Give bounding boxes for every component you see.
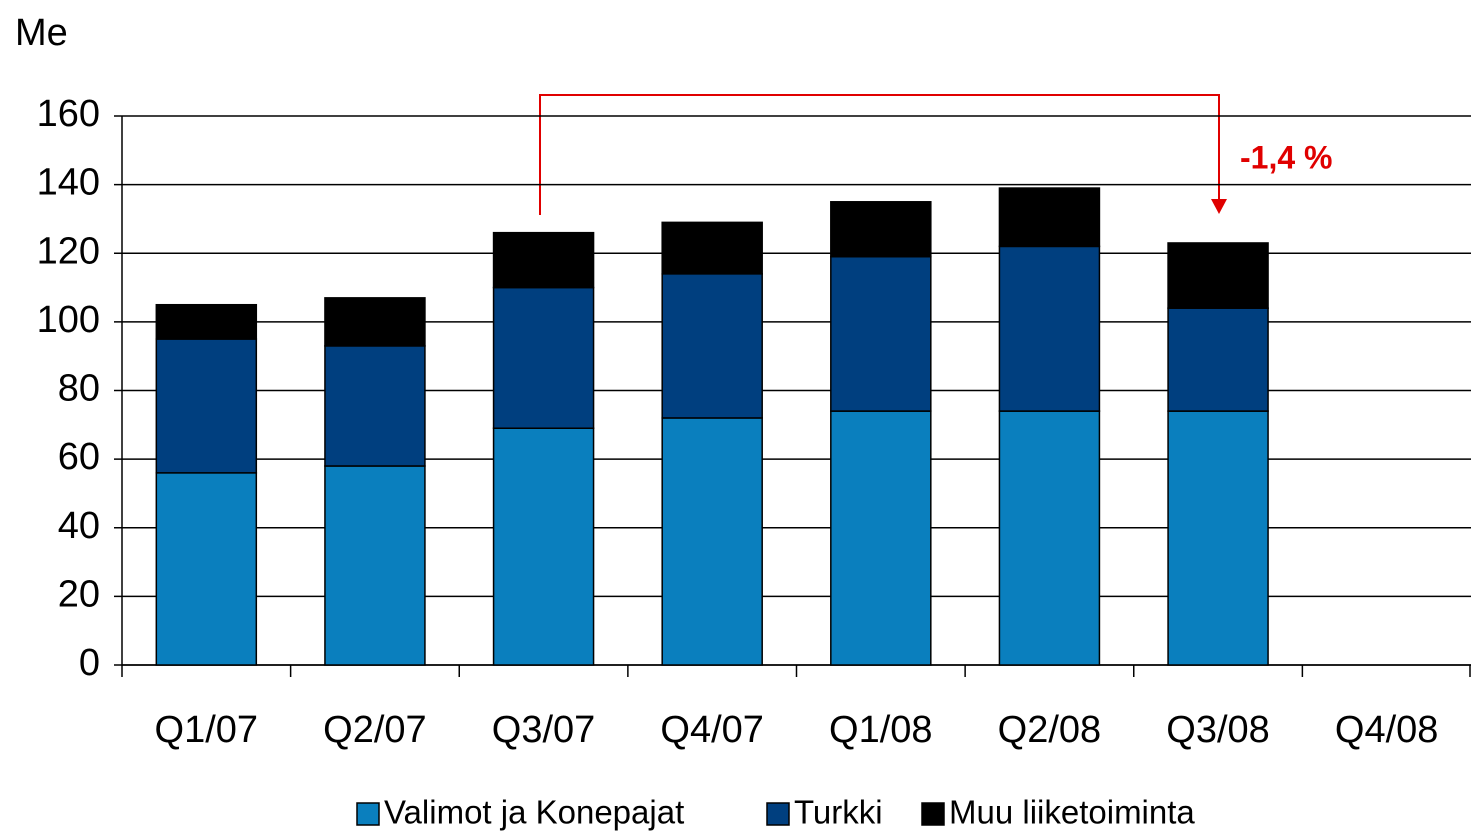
y-axis-label: Me [15, 12, 68, 54]
legend-swatch [356, 802, 380, 826]
x-tick-label: Q2/07 [323, 709, 427, 751]
x-tick-label: Q1/07 [155, 709, 259, 751]
change-bracket [539, 94, 1220, 215]
bar-segment [661, 417, 763, 666]
x-tick-label: Q4/07 [660, 709, 764, 751]
bar-segment [492, 286, 595, 429]
legend-label: Turkki [794, 794, 883, 831]
x-tick-label: Q3/07 [492, 709, 596, 751]
y-tick-label: 100 [37, 299, 100, 341]
legend-label: Valimot ja Konepajat [384, 794, 684, 831]
x-tick-label: Q3/08 [1166, 709, 1270, 751]
y-tick-label: 160 [37, 93, 100, 135]
bar-segment [1167, 242, 1269, 309]
legend-label: Muu liiketoiminta [949, 794, 1195, 831]
bar-segment [324, 345, 426, 467]
y-tick-label: 140 [37, 162, 100, 204]
arrow-head [1211, 199, 1227, 214]
annotation: -1,4 % [1240, 139, 1332, 175]
bar-segment [1167, 307, 1269, 412]
bar-segment [830, 410, 932, 666]
y-tick-label: 20 [58, 573, 100, 615]
legend-swatch [766, 802, 790, 826]
bar-segment [155, 472, 258, 666]
bar-segment [155, 338, 258, 474]
bar-segment [492, 231, 595, 289]
bar-segment [998, 187, 1101, 248]
y-tick-label: 120 [37, 230, 100, 272]
bar-segment [998, 245, 1101, 412]
y-tick-label: 40 [58, 505, 100, 547]
bar-segment [1167, 410, 1269, 666]
y-tick-label: 0 [79, 642, 100, 684]
y-tick-label: 60 [58, 436, 100, 478]
y-tick-label: 80 [58, 368, 100, 410]
x-tick-label: Q4/08 [1335, 709, 1439, 751]
bar-segment [998, 410, 1101, 666]
bar-segment [155, 303, 258, 340]
bar-segment [830, 201, 932, 258]
bar-segment [324, 297, 426, 347]
legend-swatch [921, 802, 945, 826]
bar-segment [324, 465, 426, 666]
bar-segment [661, 221, 763, 275]
bar-segment [661, 273, 763, 419]
bar-segment [492, 427, 595, 666]
x-tick-label: Q2/08 [998, 709, 1102, 751]
x-tick-label: Q1/08 [829, 709, 933, 751]
bar-segment [830, 255, 932, 412]
